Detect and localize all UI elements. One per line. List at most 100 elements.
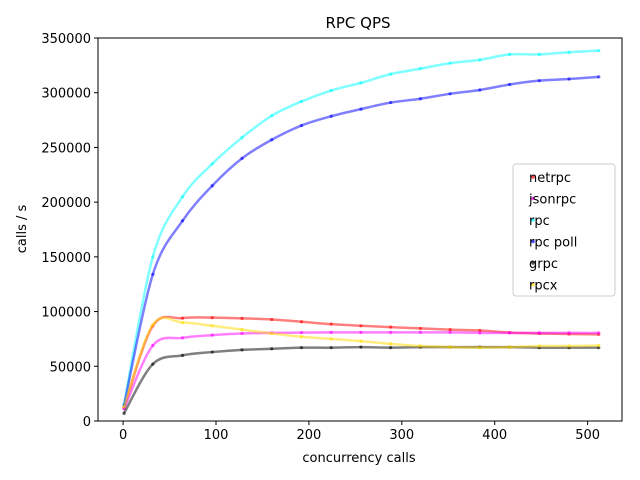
data-point [389,346,393,350]
x-tick-label: 300 [389,428,414,443]
data-point [329,322,333,326]
x-tick-label: 400 [482,428,507,443]
series-line [122,75,599,406]
x-tick-label: 200 [296,428,321,443]
data-point [448,328,452,332]
data-point [151,343,155,348]
legend-box [512,163,616,297]
legend-marker [531,239,535,244]
data-point [180,316,185,320]
data-point [537,52,541,57]
data-point [448,92,452,96]
y-tick-label: 250000 [41,141,91,156]
data-point [180,353,185,357]
data-point [418,326,422,331]
x-tick-label: 100 [204,428,229,443]
data-point [240,316,244,320]
data-point [210,324,214,328]
data-point [478,58,482,62]
data-point [151,323,155,327]
y-tick-label: 50000 [50,360,91,375]
data-point [359,107,363,111]
data-point [359,339,363,343]
data-point [537,331,541,335]
data-point [210,350,214,354]
chart-title: RPC QPS [325,14,390,32]
data-point [329,330,333,334]
data-point [240,331,244,336]
data-point [180,195,185,199]
data-point [389,342,393,346]
data-point [210,333,214,337]
legend-marker [531,218,535,222]
data-point [210,315,214,320]
data-point [151,255,155,259]
data-point [448,330,452,334]
x-axis-label: concurrency calls [302,451,415,466]
data-point [418,330,422,334]
x-tick-label: 500 [575,428,600,443]
y-tick-label: 200000 [41,196,91,211]
legend-marker [531,175,535,179]
data-point [478,328,482,333]
data-point [359,330,363,334]
legend-label: grpc [529,257,558,272]
data-point [180,336,185,340]
y-axis-label: calls / s [15,205,30,254]
axes-layer: 0 100 200 300 400 500 0 50000 100000 150000 200000… [41,32,623,443]
data-point [597,343,601,348]
series-line [122,49,599,405]
data-point [299,335,304,339]
data-point [270,331,274,336]
series-rpc [122,48,601,407]
data-point [448,345,452,349]
data-point [210,184,214,188]
data-point [418,97,422,101]
data-point [567,77,571,81]
data-point [478,88,482,92]
data-point [507,345,512,349]
series-rpc-poll [122,75,601,408]
y-tick-label: 100000 [41,306,91,321]
data-point [478,346,482,350]
legend-label: netrpc [529,171,571,186]
data-point [299,320,304,324]
data-point [567,331,571,335]
data-point [448,61,452,65]
data-point [389,325,393,329]
data-point [270,114,274,118]
data-point [507,331,512,335]
data-point [537,79,541,83]
series-layer [122,48,601,415]
data-point [299,346,304,350]
data-point [597,346,601,350]
data-point [537,344,541,348]
data-point [151,272,155,276]
data-point [359,324,363,328]
data-point [122,405,126,409]
data-point [329,114,333,118]
legend-label: rpc poll [529,236,577,251]
data-point [210,162,214,166]
data-point [507,82,512,87]
legend-marker [531,196,535,201]
legend-label: rpc [529,214,550,229]
data-point [180,320,185,325]
data-point [567,50,571,54]
data-point [299,123,304,128]
data-point [329,88,333,93]
data-point [180,219,185,223]
data-point [389,330,393,334]
data-point [418,344,422,348]
data-point [567,344,571,348]
data-point [389,72,393,76]
data-point [359,345,363,349]
legend-marker [531,261,535,265]
data-point [597,75,601,79]
legend-label: rpcx [529,279,558,294]
data-point [597,331,601,335]
data-point [359,81,363,85]
data-point [329,337,333,341]
data-point [270,138,274,142]
